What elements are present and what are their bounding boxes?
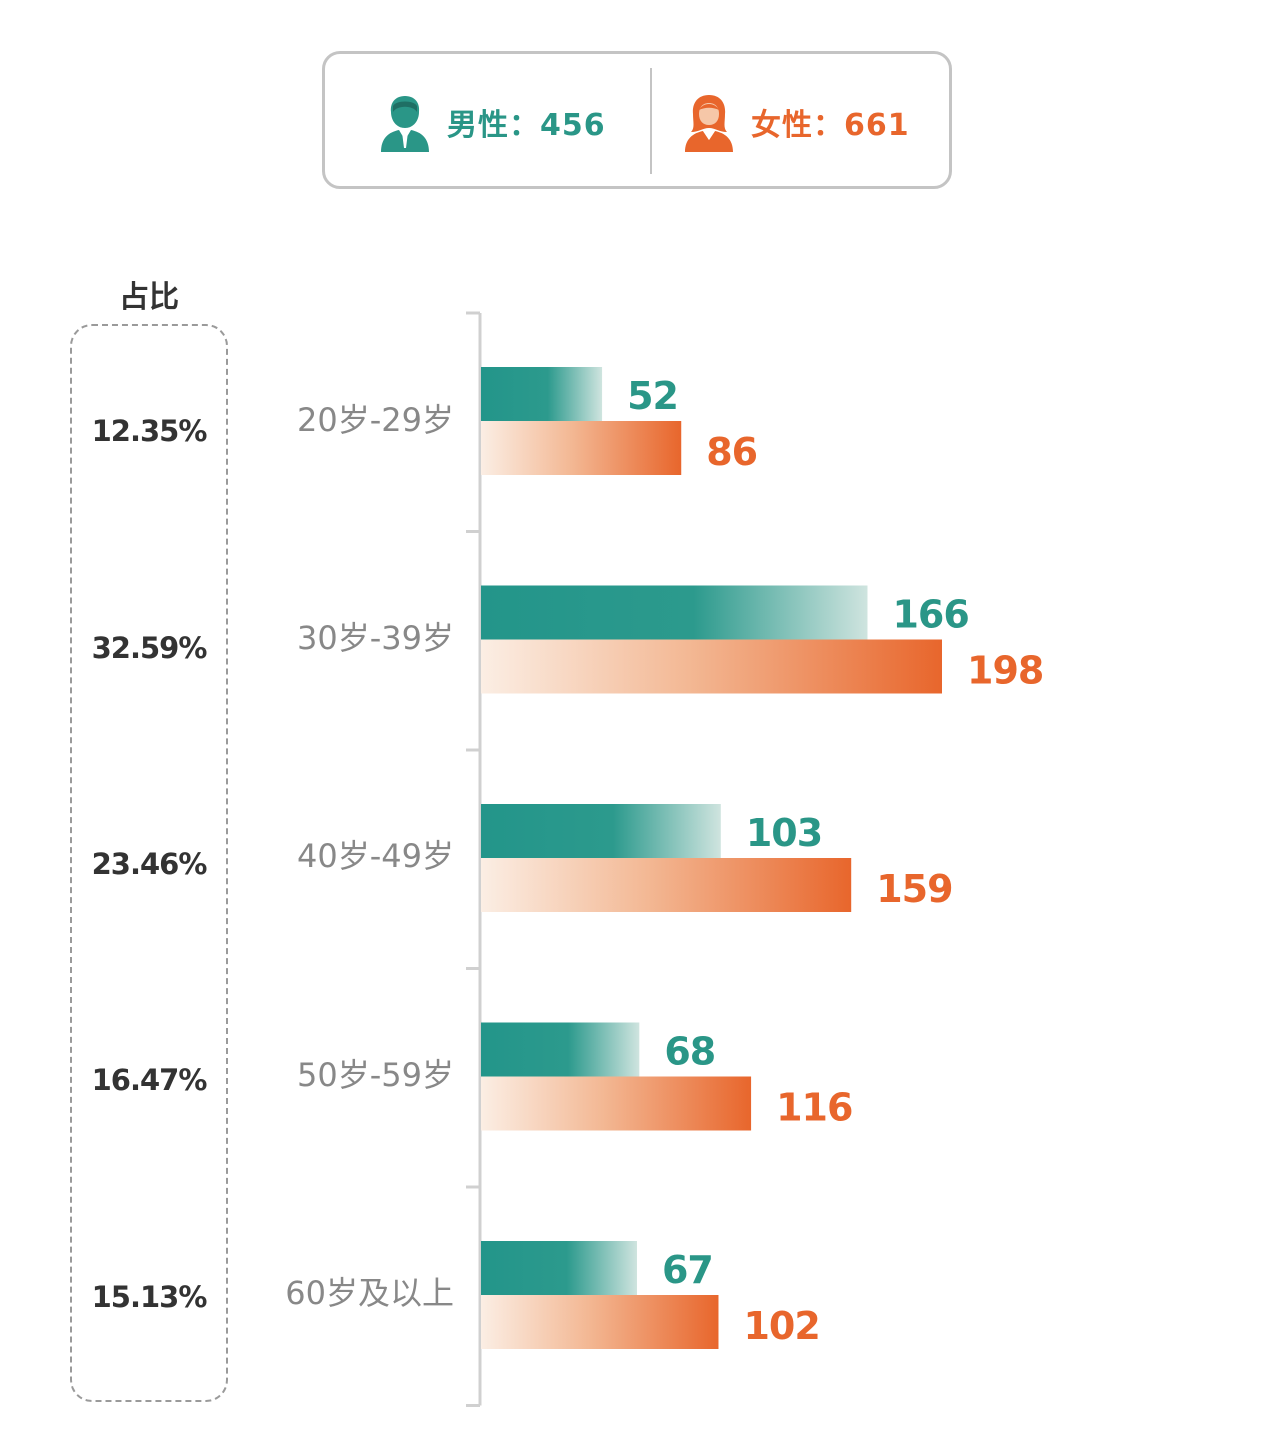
legend-female: 女性：661 xyxy=(683,92,910,152)
share-value: 15.13% xyxy=(91,1280,208,1314)
male-value-label: 103 xyxy=(746,811,822,855)
female-value-label: 86 xyxy=(706,430,757,474)
share-value: 16.47% xyxy=(91,1063,208,1097)
female-value-label: 116 xyxy=(776,1086,852,1130)
legend-divider xyxy=(650,68,652,174)
female-bar xyxy=(481,421,682,475)
male-value-label: 166 xyxy=(892,593,968,637)
category-label: 40岁-49岁 xyxy=(297,837,454,875)
category-label: 60岁及以上 xyxy=(285,1274,454,1312)
share-value: 23.46% xyxy=(91,847,208,881)
female-person-icon xyxy=(683,92,735,152)
share-title: 占比 xyxy=(119,280,179,315)
male-bar xyxy=(481,1022,640,1077)
share-value: 12.35% xyxy=(91,414,208,448)
legend-male: 男性：456 xyxy=(379,92,606,152)
legend-female-text: 女性：661 xyxy=(751,108,910,143)
male-person-icon xyxy=(379,92,431,152)
male-value-label: 67 xyxy=(662,1248,713,1292)
female-bar xyxy=(481,1295,719,1349)
male-value-label: 68 xyxy=(664,1030,715,1074)
female-bar xyxy=(481,858,852,912)
male-value-label: 52 xyxy=(627,374,678,418)
female-value-label: 198 xyxy=(967,649,1043,693)
share-frame xyxy=(70,324,228,1402)
male-bar xyxy=(481,1241,637,1295)
category-label: 20岁-29岁 xyxy=(297,401,454,439)
category-label: 30岁-39岁 xyxy=(297,619,454,657)
legend-box: 男性：456 女性：661 xyxy=(322,51,952,189)
share-value: 32.59% xyxy=(91,631,208,665)
female-value-label: 102 xyxy=(743,1304,819,1348)
female-bar xyxy=(481,639,942,694)
female-bar xyxy=(481,1076,752,1131)
male-bar xyxy=(481,804,721,858)
male-bar xyxy=(481,585,868,640)
legend-male-text: 男性：456 xyxy=(447,108,606,143)
female-value-label: 159 xyxy=(876,867,952,911)
male-bar xyxy=(481,367,603,421)
category-label: 50岁-59岁 xyxy=(297,1056,454,1094)
